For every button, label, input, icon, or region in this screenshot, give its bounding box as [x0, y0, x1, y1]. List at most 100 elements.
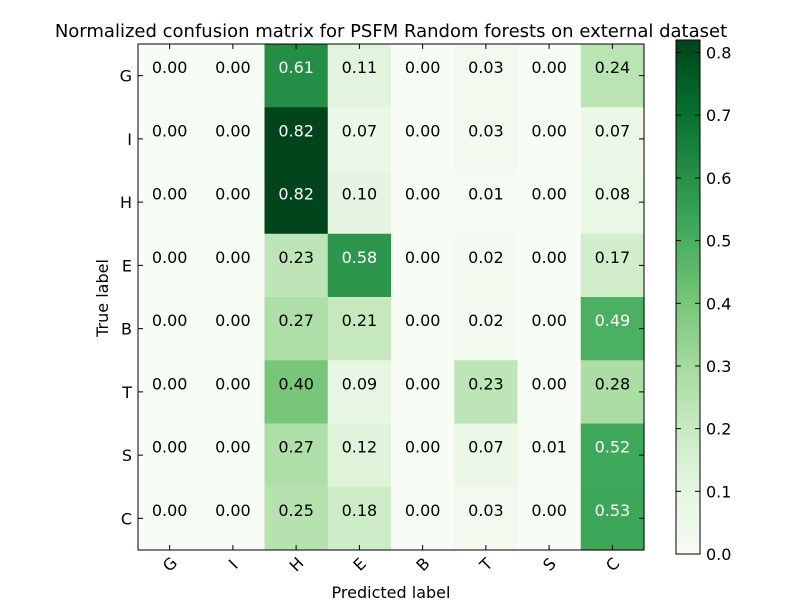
colorbar-tick-label: 0.0 — [706, 545, 731, 564]
heatmap-cell — [454, 360, 519, 425]
cell-value-label: 0.00 — [152, 374, 188, 393]
x-tick-label: I — [225, 556, 242, 573]
heatmap-cell — [201, 360, 266, 425]
heatmap-cell — [138, 44, 202, 108]
colorbar-tick-label: 0.1 — [706, 482, 731, 501]
cell-value-label: 0.00 — [531, 311, 567, 330]
heatmap-cell — [454, 170, 519, 235]
colorbar-tick-label: 0.4 — [706, 294, 731, 313]
y-axis-label: True label — [93, 259, 112, 338]
cell-value-label: 0.00 — [152, 501, 188, 520]
heatmap-cell — [454, 107, 519, 172]
cell-value-label: 0.52 — [595, 438, 631, 457]
colorbar-tick-label: 0.8 — [706, 44, 731, 63]
cell-value-label: 0.01 — [468, 185, 504, 204]
cell-value-label: 0.00 — [215, 185, 251, 204]
colorbar-frame — [675, 39, 701, 555]
cell-value-label: 0.00 — [215, 438, 251, 457]
cell-value-label: 0.00 — [405, 438, 441, 457]
x-tick-label: B — [412, 554, 433, 575]
heatmap-cell — [201, 297, 266, 361]
colorbar-tick-label: 0.3 — [706, 357, 731, 376]
heatmap-cell — [138, 423, 202, 488]
heatmap-cell — [580, 107, 645, 172]
heatmap-cell — [517, 170, 582, 235]
x-axis-label: Predicted label — [332, 583, 451, 600]
heatmap-cell — [327, 233, 392, 298]
cell-value-label: 0.58 — [342, 248, 378, 267]
cell-value-label: 0.00 — [531, 121, 567, 140]
x-tick-label: H — [286, 553, 308, 575]
cell-value-label: 0.00 — [405, 374, 441, 393]
cell-value-label: 0.01 — [531, 438, 567, 457]
cell-value-label: 0.00 — [215, 121, 251, 140]
y-tick-label: E — [122, 256, 132, 275]
cell-value-label: 0.28 — [595, 374, 631, 393]
heatmap-cell — [517, 297, 582, 361]
x-tick-label: G — [159, 553, 181, 575]
cell-value-label: 0.00 — [152, 58, 188, 77]
heatmap-cell — [391, 486, 455, 551]
heatmap-cell — [138, 360, 202, 425]
cell-value-label: 0.82 — [278, 185, 314, 204]
cell-value-label: 0.11 — [342, 58, 378, 77]
heatmap-cell — [138, 297, 202, 361]
heatmap-cell — [517, 233, 582, 298]
cell-value-label: 0.53 — [595, 501, 631, 520]
cell-value-label: 0.00 — [152, 121, 188, 140]
heatmap-cell — [391, 297, 455, 361]
heatmap-cell — [327, 297, 392, 361]
y-tick-label: I — [127, 130, 132, 149]
heatmap-cell — [138, 107, 202, 172]
cell-value-label: 0.00 — [405, 121, 441, 140]
x-tick-label: C — [602, 554, 623, 575]
cell-value-label: 0.03 — [468, 121, 504, 140]
heatmap-cell — [327, 170, 392, 235]
heatmap-cell — [517, 360, 582, 425]
cell-value-label: 0.49 — [595, 311, 631, 330]
cell-value-label: 0.00 — [531, 58, 567, 77]
cell-value-label: 0.00 — [405, 185, 441, 204]
heatmap-cell — [391, 170, 455, 235]
chart-title: Normalized confusion matrix for PSFM Ran… — [55, 21, 727, 42]
cell-value-label: 0.40 — [278, 374, 314, 393]
heatmap-cell — [391, 107, 455, 172]
cell-value-label: 0.00 — [215, 501, 251, 520]
heatmap-cell — [327, 486, 392, 551]
heatmap-cell — [391, 44, 455, 108]
cell-value-label: 0.00 — [531, 185, 567, 204]
colorbar-tick-label: 0.5 — [706, 232, 731, 251]
cell-value-label: 0.03 — [468, 58, 504, 77]
heatmap-cell — [580, 423, 645, 488]
heatmap-cell — [580, 170, 645, 235]
colorbar-tick-label: 0.6 — [706, 169, 731, 188]
cell-value-label: 0.02 — [468, 248, 504, 267]
cell-value-label: 0.23 — [468, 374, 504, 393]
cell-value-label: 0.82 — [278, 121, 314, 140]
heatmap-cell — [264, 233, 329, 298]
heatmap-cell — [264, 423, 329, 488]
cell-value-label: 0.00 — [405, 311, 441, 330]
heatmap-cell — [201, 107, 266, 172]
cell-value-label: 0.00 — [405, 248, 441, 267]
colorbar-gradient — [676, 40, 700, 554]
y-tick-label: H — [120, 193, 132, 212]
cell-value-label: 0.00 — [215, 58, 251, 77]
cell-value-label: 0.12 — [342, 438, 378, 457]
heatmap-cell — [517, 423, 582, 488]
heatmap-cell — [454, 233, 519, 298]
cell-value-label: 0.00 — [152, 438, 188, 457]
heatmap-cell — [580, 360, 645, 425]
y-tick-label: T — [121, 383, 132, 402]
heatmap-cell — [517, 44, 582, 108]
heatmap-cell — [391, 423, 455, 488]
cell-value-label: 0.61 — [278, 58, 314, 77]
cell-value-label: 0.18 — [342, 501, 378, 520]
cell-value-label: 0.07 — [595, 121, 631, 140]
heatmap-cell — [201, 44, 266, 108]
cell-value-label: 0.27 — [278, 311, 314, 330]
heatmap-cell — [264, 44, 329, 108]
cell-value-label: 0.00 — [215, 248, 251, 267]
heatmap-cell — [391, 360, 455, 425]
plot-frame — [137, 43, 645, 551]
